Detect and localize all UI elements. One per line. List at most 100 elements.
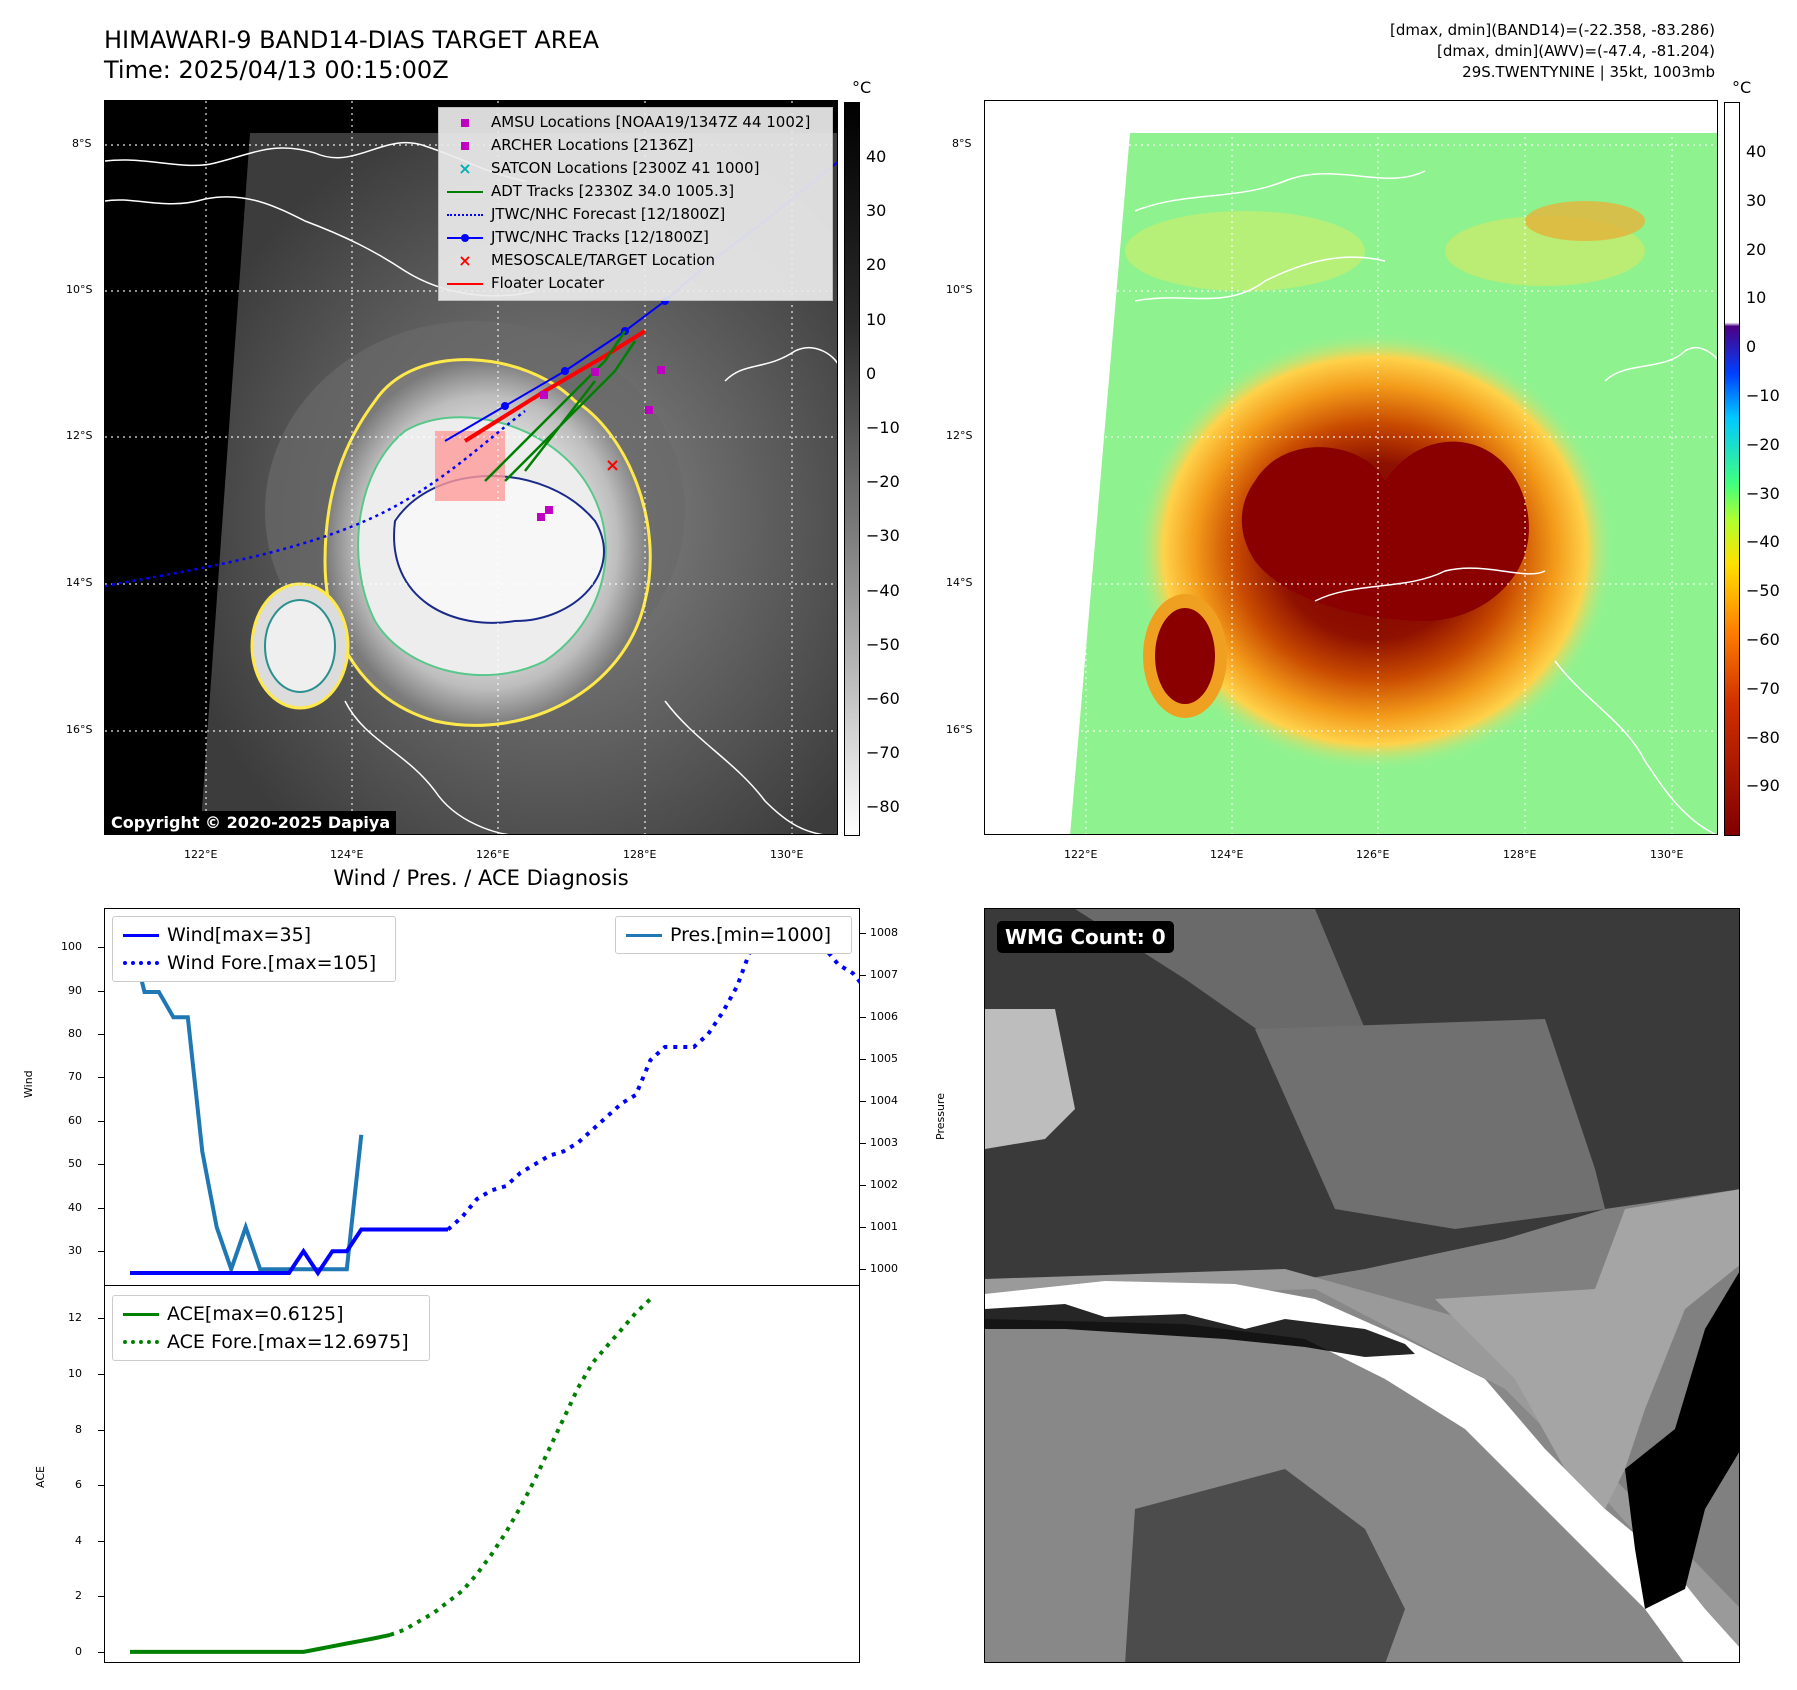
y-tick-label: 10 <box>68 1366 82 1380</box>
legend-item-jtwc-forecast: JTWC/NHC Forecast [12/1800Z] <box>445 203 826 226</box>
y-tick-label: 12 <box>68 1311 82 1325</box>
colorbar-tick-label: 40 <box>1746 142 1767 161</box>
y-tick-mark <box>860 1269 866 1271</box>
y-tick-label: 8 <box>75 1422 82 1436</box>
colorbar-tick-label: −30 <box>1746 483 1780 503</box>
ace-axis-label: ACE <box>34 1466 47 1488</box>
y-tick-label: 1001 <box>870 1220 898 1234</box>
y-tick-label: 1002 <box>870 1178 898 1192</box>
y-tick-label: 100 <box>61 940 82 954</box>
colorbar-unit-right: °C <box>1732 78 1752 97</box>
y-tick-label: 1007 <box>870 968 898 982</box>
colorbar-tick-label: 20 <box>1746 239 1767 259</box>
y-tick-mark <box>860 1143 866 1145</box>
y-tick-label: 40 <box>68 1200 82 1214</box>
pressure-line <box>128 932 364 1276</box>
colorbar-tick-label: −70 <box>1746 678 1780 698</box>
colorbar-tick-label: 40 <box>866 147 887 166</box>
lat-label: 16°S <box>66 723 93 736</box>
colorbar-tick-label: −20 <box>1746 434 1780 454</box>
y-tick-mark <box>860 1017 866 1019</box>
legend-item-floater: Floater Locater <box>445 272 826 295</box>
wmg-image <box>985 909 1739 1662</box>
lat-label: 10°S <box>66 283 93 296</box>
wmg-count-badge: WMG Count: 0 <box>997 921 1174 953</box>
colorbar-tick-label: −20 <box>866 472 900 492</box>
awv-imagery <box>985 101 1717 834</box>
legend-item-satcon: × SATCON Locations [2300Z 41 1000] <box>458 158 760 178</box>
legend-item-adt: ADT Tracks [2330Z 34.0 1005.3] <box>445 180 826 203</box>
y-tick-label: 2 <box>75 1589 82 1603</box>
colorbar-tick-label: 10 <box>866 309 887 329</box>
awv-map-panel <box>984 100 1718 835</box>
y-tick-label: 90 <box>68 983 82 997</box>
wind-legend: Wind[max=35] Wind Fore.[max=105] <box>112 916 396 982</box>
chart-title: HIMAWARI-9 BAND14-DIAS TARGET AREA <box>104 26 600 54</box>
colorbar-tick-label: −50 <box>1746 581 1780 601</box>
y-tick-mark <box>98 1540 104 1542</box>
y-tick-mark <box>98 1207 104 1209</box>
lon-label: 130°E <box>1650 848 1684 861</box>
y-tick-label: 1006 <box>870 1010 898 1024</box>
lat-label: 16°S <box>946 723 973 736</box>
lon-label: 122°E <box>1064 848 1098 861</box>
colorbar-tick-label: −70 <box>866 743 900 763</box>
colorbar-tick-label: 30 <box>1746 190 1767 210</box>
colorbar-tick-label: −30 <box>866 526 900 546</box>
lat-label: 10°S <box>946 283 973 296</box>
lon-label: 128°E <box>623 848 657 861</box>
y-tick-mark <box>98 1120 104 1122</box>
colorbar-unit-left: °C <box>852 78 872 97</box>
wind-axis-label: Wind <box>22 1070 35 1098</box>
lat-label: 14°S <box>66 576 93 589</box>
chart-time: Time: 2025/04/13 00:15:00Z <box>104 56 449 84</box>
legend-item-jtwc-tracks: JTWC/NHC Tracks [12/1800Z] <box>445 226 826 249</box>
y-tick-label: 1003 <box>870 1136 898 1150</box>
colorbar-left <box>844 102 860 836</box>
ace-forecast-line <box>389 1297 652 1637</box>
y-tick-mark <box>860 1101 866 1103</box>
lon-label: 130°E <box>770 848 804 861</box>
pressure-axis-label: Pressure <box>934 1093 947 1140</box>
wind-line <box>130 1227 448 1277</box>
lon-label: 124°E <box>330 848 364 861</box>
legend-item-amsu: AMSU Locations [NOAA19/1347Z 44 1002] <box>445 111 826 134</box>
colorbar-tick-label: −50 <box>866 634 900 654</box>
ir-map-panel: × Copyright © 2020-2025 Dapiya AMSU Loca… <box>104 100 838 835</box>
legend-item-wind: Wind[max=35] <box>121 921 387 949</box>
colorbar-tick-label: 0 <box>1746 337 1757 357</box>
ace-line <box>130 1632 391 1654</box>
y-tick-label: 1004 <box>870 1094 898 1108</box>
y-tick-label: 30 <box>68 1244 82 1258</box>
colorbar-tick-label: 10 <box>1746 288 1767 308</box>
colorbar-tick-label: −10 <box>1746 386 1780 405</box>
y-tick-mark <box>860 1059 866 1061</box>
y-tick-label: 50 <box>68 1157 82 1171</box>
y-tick-label: 4 <box>75 1533 82 1547</box>
colorbar-tick-label: 0 <box>866 363 877 383</box>
y-tick-mark <box>98 1651 104 1653</box>
wind-pressure-plot <box>128 923 860 1277</box>
y-tick-mark <box>98 1164 104 1166</box>
colorbar-right <box>1724 102 1740 836</box>
lon-label: 128°E <box>1503 848 1537 861</box>
colorbar-tick-label: 20 <box>866 255 887 275</box>
lat-label: 12°S <box>946 429 973 442</box>
y-tick-label: 6 <box>75 1478 82 1492</box>
y-tick-mark <box>860 975 866 977</box>
map-legend: AMSU Locations [NOAA19/1347Z 44 1002] AR… <box>438 107 833 301</box>
colorbar-tick-label: −60 <box>1746 630 1780 649</box>
y-tick-label: 0 <box>75 1644 82 1658</box>
y-tick-mark <box>98 1251 104 1253</box>
diagnosis-title: Wind / Pres. / ACE Diagnosis <box>333 866 629 890</box>
y-tick-mark <box>98 1034 104 1035</box>
y-tick-mark <box>98 990 104 992</box>
svg-text:×: × <box>605 455 620 476</box>
y-tick-mark <box>860 933 866 935</box>
y-tick-mark <box>860 1227 866 1229</box>
lat-label: 8°S <box>952 137 972 150</box>
legend-item-archer: ARCHER Locations [2136Z] <box>445 134 826 157</box>
copyright-notice: Copyright © 2020-2025 Dapiya <box>105 811 397 834</box>
wmg-panel: WMG Count: 0 <box>984 908 1740 1663</box>
ace-legend: ACE[max=0.6125] ACE Fore.[max=12.6975] <box>112 1295 430 1361</box>
